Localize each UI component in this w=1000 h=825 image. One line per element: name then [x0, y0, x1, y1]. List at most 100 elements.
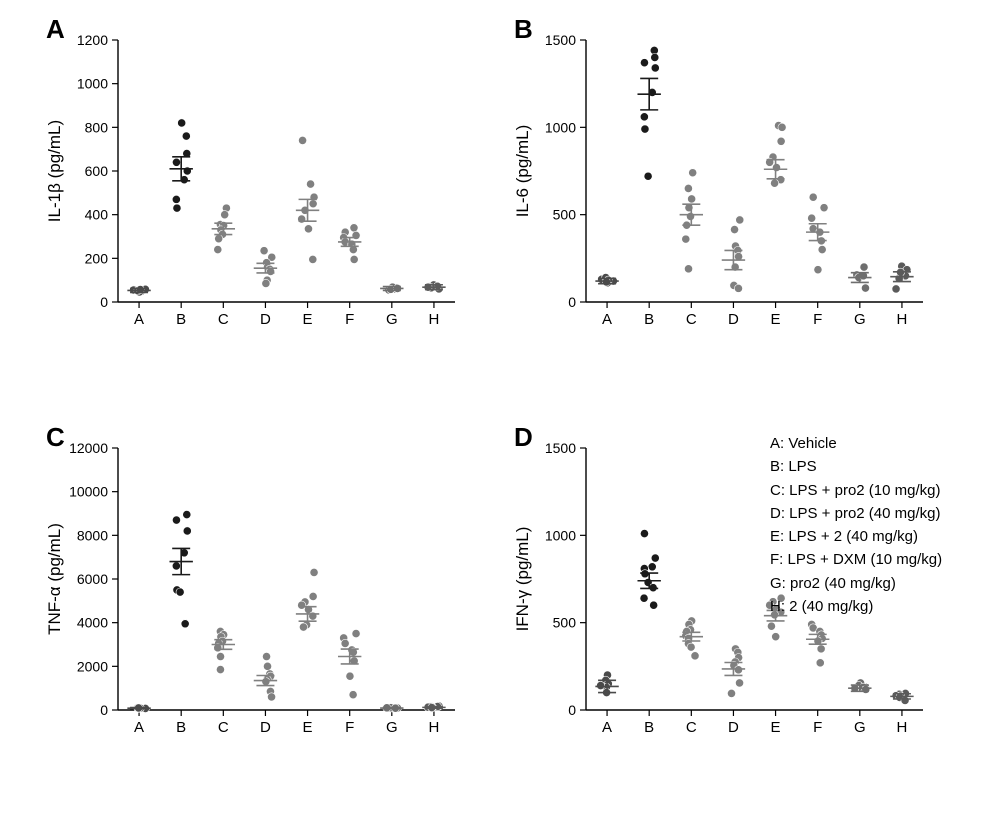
- data-point: [350, 224, 358, 232]
- data-point: [263, 662, 271, 670]
- x-tick-label: E: [303, 311, 313, 328]
- data-point: [861, 284, 869, 292]
- x-tick-label: D: [260, 719, 271, 736]
- data-point: [820, 204, 828, 212]
- data-point: [260, 247, 268, 255]
- data-point: [350, 255, 358, 263]
- y-tick-label: 1000: [77, 76, 108, 92]
- y-tick-label: 1500: [545, 440, 576, 456]
- y-tick-label: 400: [85, 207, 109, 223]
- x-tick-label: A: [602, 311, 612, 328]
- y-axis-title: IL-6 (pg/mL): [513, 125, 532, 218]
- y-tick-label: 500: [553, 615, 577, 631]
- x-tick-label: C: [686, 311, 697, 328]
- data-point: [818, 246, 826, 254]
- data-point: [346, 672, 354, 680]
- legend-item: C: LPS + pro2 (10 mg/kg): [770, 479, 942, 502]
- x-tick-label: F: [813, 311, 822, 328]
- data-point: [767, 622, 775, 630]
- data-point: [862, 685, 870, 693]
- x-tick-label: H: [897, 311, 908, 328]
- data-point: [808, 214, 816, 222]
- x-tick-label: E: [303, 719, 313, 736]
- data-point: [651, 64, 659, 72]
- data-point: [682, 235, 690, 243]
- data-point: [597, 681, 605, 689]
- data-point: [777, 137, 785, 145]
- data-point: [691, 652, 699, 660]
- data-point: [892, 285, 900, 293]
- data-point: [770, 179, 778, 187]
- legend-item: D: LPS + pro2 (40 mg/kg): [770, 502, 942, 525]
- data-point: [684, 184, 692, 192]
- data-point: [687, 643, 695, 651]
- x-tick-label: C: [218, 311, 229, 328]
- data-point: [304, 225, 312, 233]
- data-point: [684, 265, 692, 273]
- data-point: [172, 158, 180, 166]
- y-tick-label: 0: [100, 294, 108, 310]
- y-tick-label: 0: [100, 702, 108, 718]
- data-point: [214, 246, 222, 254]
- x-tick-label: D: [728, 719, 739, 736]
- chart-panel-B: 050010001500IL-6 (pg/mL)ABCDEFGH: [500, 12, 935, 342]
- y-tick-label: 12000: [69, 440, 108, 456]
- x-tick-label: E: [771, 719, 781, 736]
- data-point: [216, 652, 224, 660]
- x-tick-label: G: [386, 311, 398, 328]
- x-tick-label: B: [644, 311, 654, 328]
- data-point: [298, 136, 306, 144]
- data-point: [689, 169, 697, 177]
- legend-item: A: Vehicle: [770, 432, 942, 455]
- x-tick-label: B: [176, 311, 186, 328]
- series-legend: A: VehicleB: LPSC: LPS + pro2 (10 mg/kg)…: [770, 432, 942, 618]
- x-tick-label: E: [771, 311, 781, 328]
- y-tick-label: 0: [568, 294, 576, 310]
- data-point: [310, 568, 318, 576]
- y-tick-label: 2000: [77, 658, 108, 674]
- data-point: [262, 279, 270, 287]
- y-tick-label: 10000: [69, 484, 108, 500]
- data-point: [730, 225, 738, 233]
- x-tick-label: C: [218, 719, 229, 736]
- x-tick-label: G: [386, 719, 398, 736]
- data-point: [173, 204, 181, 212]
- data-point: [267, 693, 275, 701]
- legend-item: B: LPS: [770, 455, 942, 478]
- data-point: [735, 679, 743, 687]
- x-tick-label: D: [728, 311, 739, 328]
- data-point: [648, 563, 656, 571]
- y-tick-label: 8000: [77, 527, 108, 543]
- x-tick-label: B: [644, 719, 654, 736]
- x-tick-label: A: [602, 719, 612, 736]
- chart-panel-C: 020004000600080001000012000TNF-α (pg/mL)…: [32, 420, 467, 750]
- data-point: [172, 516, 180, 524]
- data-point: [215, 235, 223, 243]
- legend-item: E: LPS + 2 (40 mg/kg): [770, 525, 942, 548]
- data-point: [309, 255, 317, 263]
- data-point: [814, 266, 822, 274]
- y-tick-label: 0: [568, 702, 576, 718]
- data-point: [341, 639, 349, 647]
- legend-item: G: pro2 (40 mg/kg): [770, 572, 942, 595]
- data-point: [183, 510, 191, 518]
- x-tick-label: A: [134, 311, 144, 328]
- y-tick-label: 600: [85, 163, 109, 179]
- y-axis-title: IFN-γ (pg/mL): [513, 527, 532, 632]
- data-point: [172, 195, 180, 203]
- x-tick-label: B: [176, 719, 186, 736]
- x-tick-label: A: [134, 719, 144, 736]
- data-point: [816, 659, 824, 667]
- x-tick-label: H: [429, 719, 440, 736]
- x-tick-label: G: [854, 311, 866, 328]
- x-tick-label: F: [813, 719, 822, 736]
- data-point: [809, 193, 817, 201]
- data-point: [640, 59, 648, 67]
- data-point: [216, 666, 224, 674]
- data-point: [306, 180, 314, 188]
- data-point: [221, 211, 229, 219]
- data-point: [352, 629, 360, 637]
- data-point: [650, 601, 658, 609]
- x-tick-label: D: [260, 311, 271, 328]
- y-tick-label: 6000: [77, 571, 108, 587]
